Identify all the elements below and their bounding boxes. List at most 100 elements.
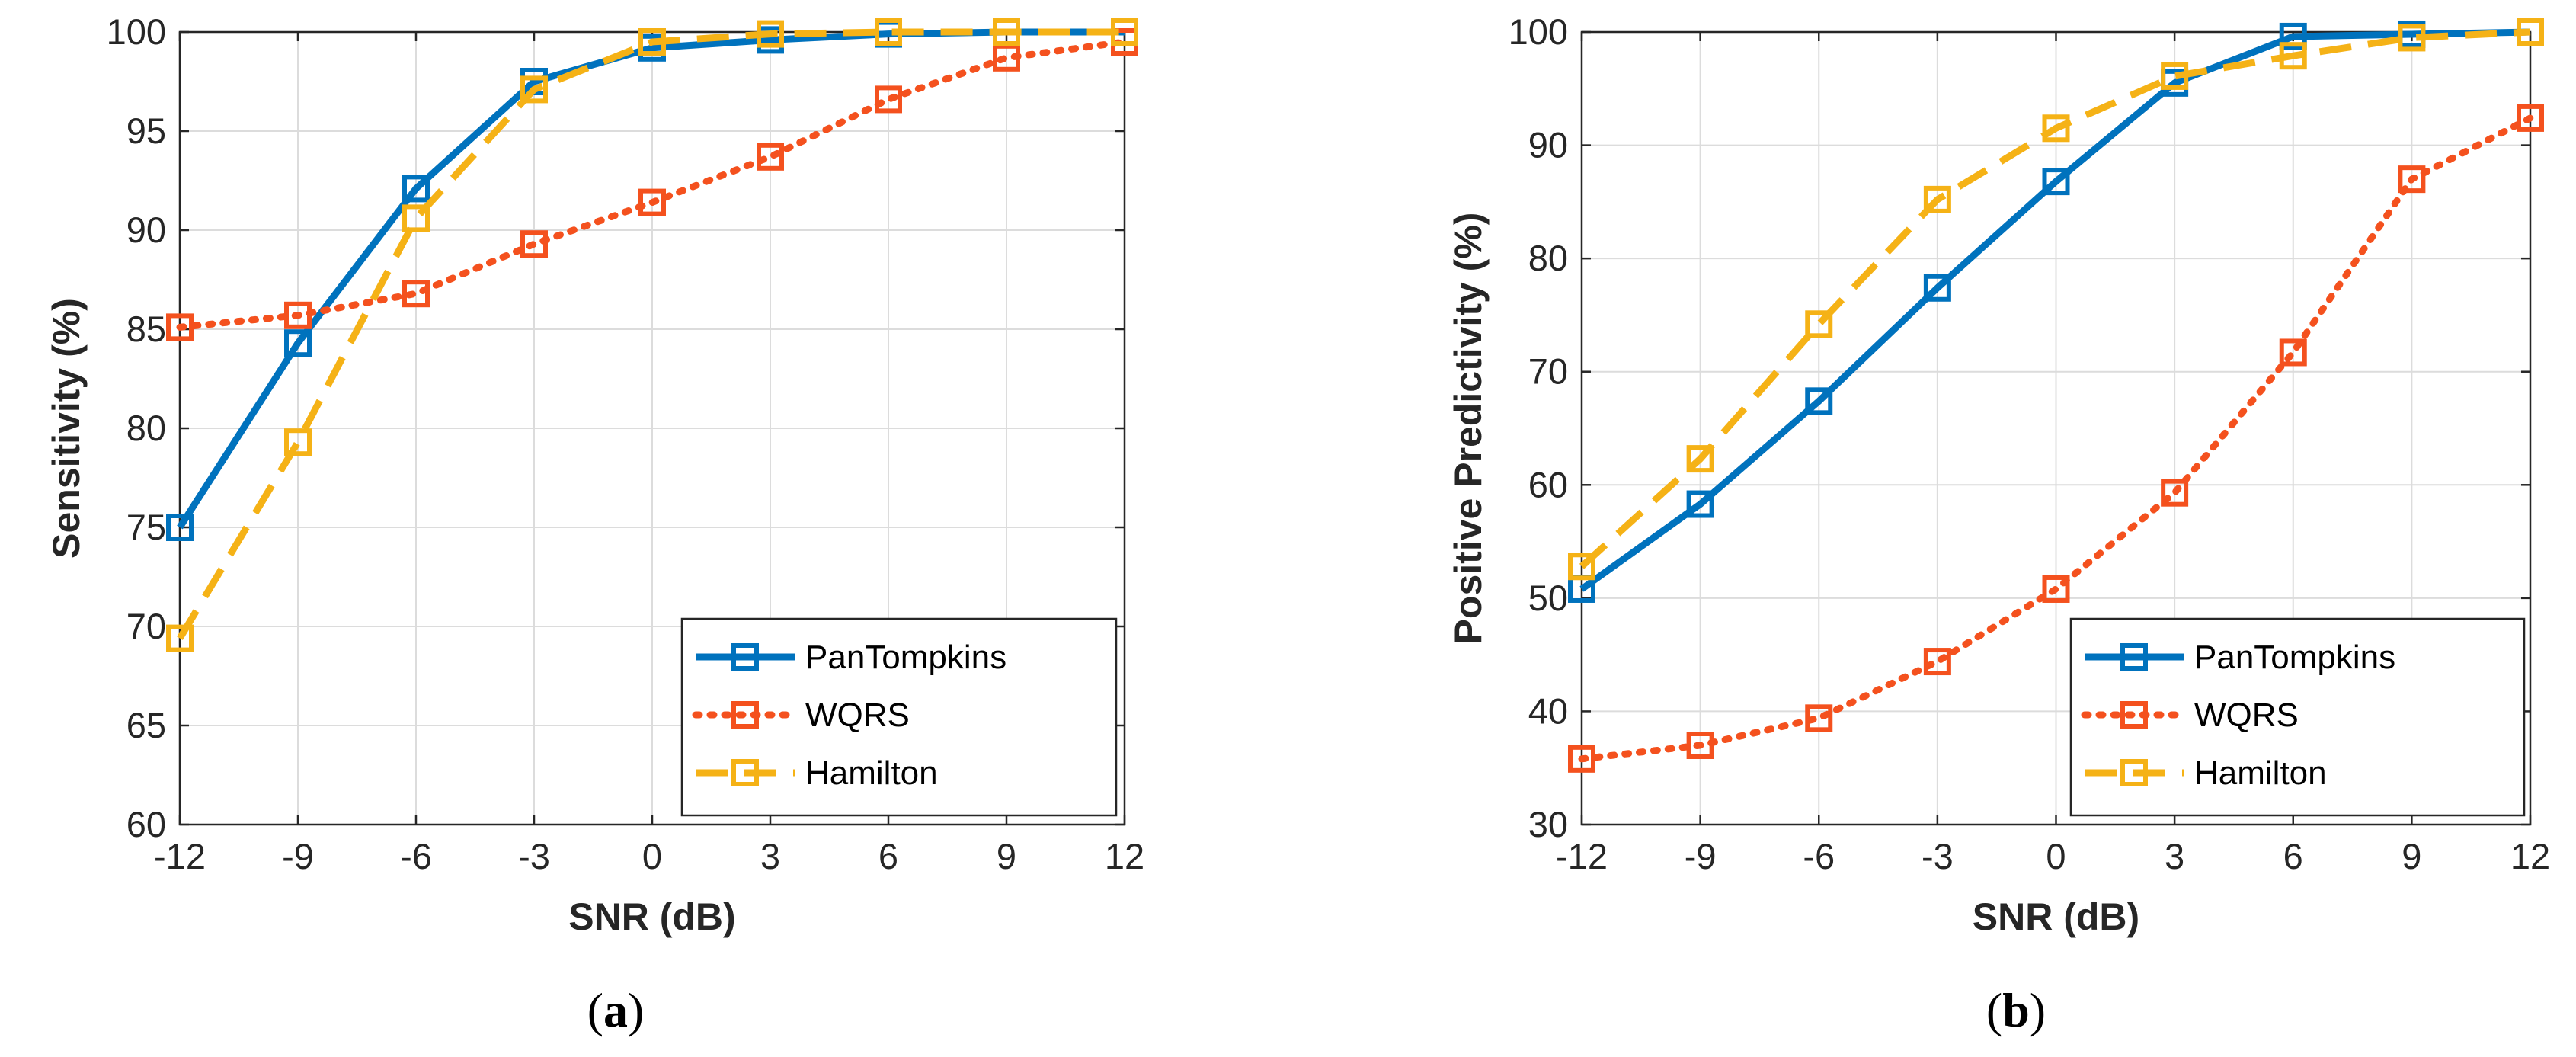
legend-marker	[731, 701, 759, 729]
data-point-marker	[2279, 22, 2307, 50]
data-point-marker	[2042, 168, 2070, 196]
data-point-marker	[638, 188, 666, 216]
legend-marker	[2120, 643, 2148, 671]
data-point-marker	[2042, 575, 2070, 603]
y-tick-label: 90	[126, 210, 166, 250]
data-point-marker	[757, 20, 784, 48]
y-tick-label: 80	[1528, 238, 1568, 278]
y-tick-label: 100	[1509, 11, 1568, 52]
y-tick-label: 30	[1528, 804, 1568, 844]
panel-caption: (a)	[587, 983, 645, 1037]
x-tick-label: 9	[2402, 836, 2421, 876]
x-tick-label: -6	[1803, 836, 1835, 876]
data-point-marker	[993, 43, 1020, 72]
y-axis-label: Positive Predictivity (%)	[1447, 213, 1490, 645]
series-wqrs	[166, 28, 1138, 341]
y-tick-label: 95	[126, 111, 166, 151]
data-point-marker	[1568, 553, 1595, 581]
caption-paren-close: )	[628, 983, 644, 1037]
x-tick-label: 6	[2283, 836, 2303, 876]
data-point-marker	[1805, 387, 1833, 415]
data-point-marker	[402, 280, 430, 308]
data-point-marker	[2161, 62, 2189, 90]
series-hamilton	[1568, 18, 2544, 581]
legend-label-pantompkins: PanTompkins	[2194, 639, 2395, 676]
x-tick-label: -12	[154, 836, 206, 876]
data-point-marker	[2517, 18, 2544, 46]
data-point-marker	[2279, 42, 2307, 70]
x-tick-label: -6	[400, 836, 432, 876]
legend-label-wqrs: WQRS	[805, 697, 910, 734]
chart-panel-a: -12 -9 -6 -3 0 3 6 9 12 60 65 70 75 80 85 90 95 100 SNR (d…	[45, 11, 1144, 1037]
x-tick-label: 12	[1105, 836, 1144, 876]
data-point-marker	[2279, 338, 2307, 367]
x-axis-label: SNR (dB)	[568, 895, 735, 938]
y-tick-label: 100	[107, 11, 166, 52]
data-point-marker	[402, 175, 430, 203]
data-point-marker	[2042, 114, 2070, 143]
data-point-marker	[520, 230, 548, 258]
series-line	[176, 38, 1128, 331]
x-tick-label: 0	[642, 836, 662, 876]
data-point-marker	[1923, 648, 1951, 676]
x-tick-label: 3	[2165, 836, 2184, 876]
x-tick-label: 0	[2046, 836, 2066, 876]
data-point-marker	[1686, 445, 1714, 473]
legend-label-hamilton: Hamilton	[805, 754, 938, 792]
legend-label-pantompkins: PanTompkins	[805, 639, 1006, 676]
data-point-marker	[166, 624, 194, 652]
legend: PanTompkins WQRS Hamilton	[680, 617, 1118, 817]
series-wqrs	[1568, 104, 2544, 773]
data-point-marker	[1923, 185, 1951, 213]
data-point-marker	[166, 313, 194, 341]
y-tick-label: 85	[126, 309, 166, 349]
x-tick-label: -9	[282, 836, 314, 876]
caption-letter: a	[603, 983, 628, 1037]
data-point-marker	[875, 85, 902, 114]
caption-paren-open: (	[1986, 983, 2002, 1037]
y-axis-label: Sensitivity (%)	[45, 298, 88, 559]
series-hamilton	[166, 18, 1138, 652]
x-tick-label: -12	[1556, 836, 1608, 876]
data-point-marker	[1686, 490, 1714, 518]
y-tick-label: 65	[126, 705, 166, 745]
caption-letter: b	[2002, 983, 2030, 1037]
data-point-marker	[1805, 704, 1833, 732]
data-point-marker	[1568, 745, 1595, 773]
x-tick-label: -9	[1685, 836, 1717, 876]
data-point-marker	[166, 514, 194, 541]
x-tick-label: 3	[760, 836, 780, 876]
y-tick-label: 60	[126, 804, 166, 844]
legend-label-hamilton: Hamilton	[2194, 754, 2327, 792]
panel-caption: (b)	[1986, 983, 2046, 1037]
data-point-marker	[2398, 24, 2426, 52]
x-tick-label: 12	[2510, 836, 2550, 876]
y-tick-label: 75	[126, 507, 166, 547]
data-point-marker	[757, 143, 784, 171]
legend-label-wqrs: WQRS	[2194, 697, 2299, 734]
x-tick-label: 6	[878, 836, 898, 876]
series-line	[1578, 114, 2534, 763]
data-point-marker	[1111, 18, 1138, 46]
y-tick-label: 60	[1528, 464, 1568, 504]
data-point-marker	[402, 204, 430, 232]
legend-marker	[731, 759, 759, 786]
data-point-marker	[993, 18, 1020, 46]
axes-box	[1580, 30, 2532, 826]
y-tick-label: 90	[1528, 125, 1568, 165]
y-tick-label: 70	[126, 606, 166, 646]
data-point-marker	[1923, 274, 1951, 302]
series-line	[177, 28, 1125, 640]
data-point-marker	[520, 75, 548, 104]
data-point-marker	[2398, 165, 2426, 194]
data-point-marker	[284, 301, 312, 329]
data-point-marker	[638, 28, 666, 56]
y-tick-label: 50	[1528, 578, 1568, 618]
legend-marker	[2120, 701, 2148, 729]
y-tick-label: 40	[1528, 690, 1568, 731]
caption-paren-close: )	[2030, 983, 2046, 1037]
data-point-marker	[2517, 104, 2544, 132]
series-line	[1579, 28, 2531, 592]
data-point-marker	[284, 329, 312, 357]
y-tick-label: 80	[126, 408, 166, 448]
